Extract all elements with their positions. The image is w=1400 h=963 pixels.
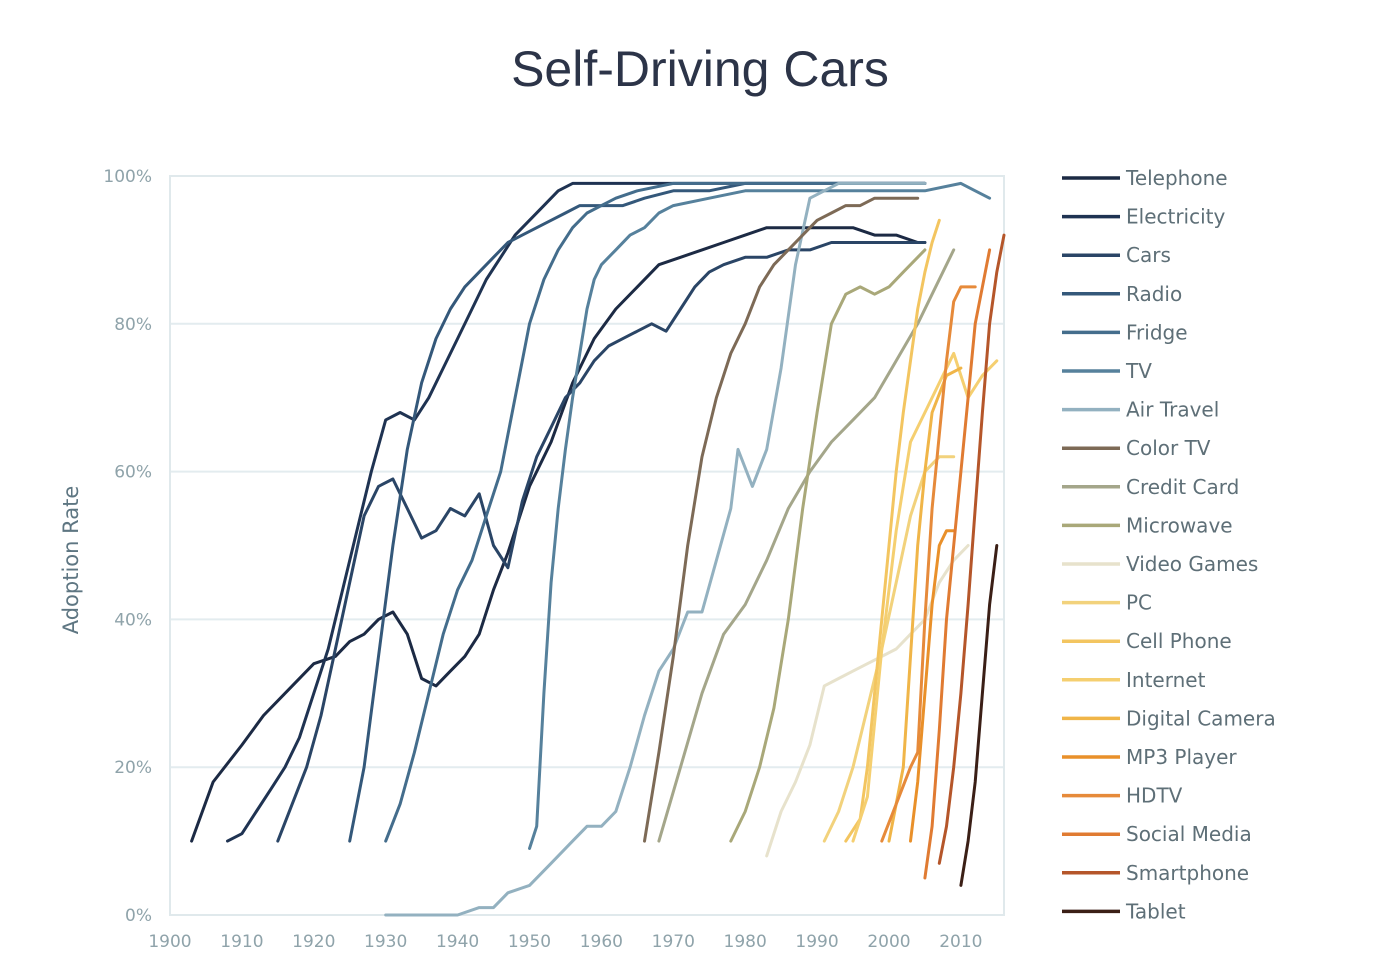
- x-tick-label: 1960: [580, 932, 623, 952]
- legend-label: Color TV: [1126, 436, 1211, 460]
- legend-label: Electricity: [1126, 205, 1226, 229]
- legend-label: HDTV: [1126, 784, 1183, 808]
- legend-label: Cars: [1126, 243, 1171, 267]
- series-line-cell-phone: [844, 218, 941, 843]
- legend-label: Credit Card: [1126, 475, 1239, 499]
- series-line-air-travel: [384, 181, 927, 917]
- series-line-color-tv: [643, 196, 920, 843]
- x-tick-label: 1930: [364, 932, 407, 952]
- series-line-microwave: [729, 248, 927, 843]
- legend: Telephone Electricity Cars Radio Fridge TV Air…: [1062, 166, 1276, 923]
- legend-label: Smartphone: [1126, 861, 1249, 885]
- y-tick-label: 40%: [114, 610, 152, 630]
- series-line-tablet: [959, 544, 999, 887]
- y-tick-label: 100%: [103, 167, 152, 187]
- grid-lines: [170, 175, 1004, 916]
- legend-label: Telephone: [1125, 166, 1228, 190]
- series-line-pc: [822, 455, 956, 843]
- legend-label: Fridge: [1126, 320, 1188, 344]
- x-tick-label: 1980: [724, 932, 767, 952]
- legend-label: Video Games: [1126, 552, 1258, 576]
- x-tick-label: 1970: [652, 932, 695, 952]
- y-axis-label: Adoption Rate: [59, 486, 83, 635]
- series-line-video-games: [765, 544, 970, 858]
- legend-label: Air Travel: [1126, 398, 1219, 422]
- legend-label: Tablet: [1125, 899, 1186, 923]
- legend-label: Microwave: [1126, 513, 1233, 537]
- x-tick-label: 1940: [436, 932, 479, 952]
- series-line-fridge: [384, 181, 927, 843]
- series-line-telephone: [190, 226, 927, 843]
- y-axis-ticks: 0% 20% 40% 60% 80% 100%: [103, 167, 152, 926]
- legend-label: MP3 Player: [1126, 745, 1237, 769]
- series-line-smartphone: [937, 233, 1006, 865]
- legend-label: PC: [1126, 591, 1152, 615]
- y-tick-label: 60%: [114, 463, 152, 483]
- y-tick-label: 80%: [114, 315, 152, 335]
- series-line-hdtv: [880, 285, 977, 843]
- x-tick-label: 1920: [292, 932, 335, 952]
- series-lines: [190, 181, 1006, 917]
- x-tick-label: 2010: [939, 932, 982, 952]
- series-line-electricity: [226, 181, 927, 843]
- chart-title: Self-Driving Cars: [511, 41, 889, 97]
- x-tick-label: 1950: [508, 932, 551, 952]
- legend-label: Digital Camera: [1126, 706, 1276, 730]
- legend-label: Radio: [1126, 282, 1182, 306]
- series-line-tv: [528, 181, 992, 850]
- series-line-internet: [851, 351, 999, 843]
- x-tick-label: 1990: [795, 932, 838, 952]
- legend-label: Social Media: [1126, 822, 1252, 846]
- y-tick-label: 0%: [125, 906, 152, 926]
- legend-label: Cell Phone: [1126, 629, 1232, 653]
- series-line-credit-card: [657, 248, 956, 843]
- plot-frame: [169, 175, 1005, 916]
- x-tick-label: 1910: [220, 932, 263, 952]
- legend-label: Internet: [1126, 668, 1206, 692]
- legend-label: TV: [1125, 359, 1152, 383]
- x-tick-label: 2000: [867, 932, 910, 952]
- series-line-social-media: [923, 248, 992, 880]
- y-tick-label: 20%: [114, 758, 152, 778]
- series-line-cars: [276, 241, 927, 843]
- series-line-radio: [348, 181, 927, 843]
- series-line-mp3-player: [909, 529, 956, 843]
- x-tick-label: 1900: [148, 932, 191, 952]
- x-axis-ticks: 1900 1910 1920 1930 1940 1950 1960 1970 1980 1990…: [148, 932, 982, 952]
